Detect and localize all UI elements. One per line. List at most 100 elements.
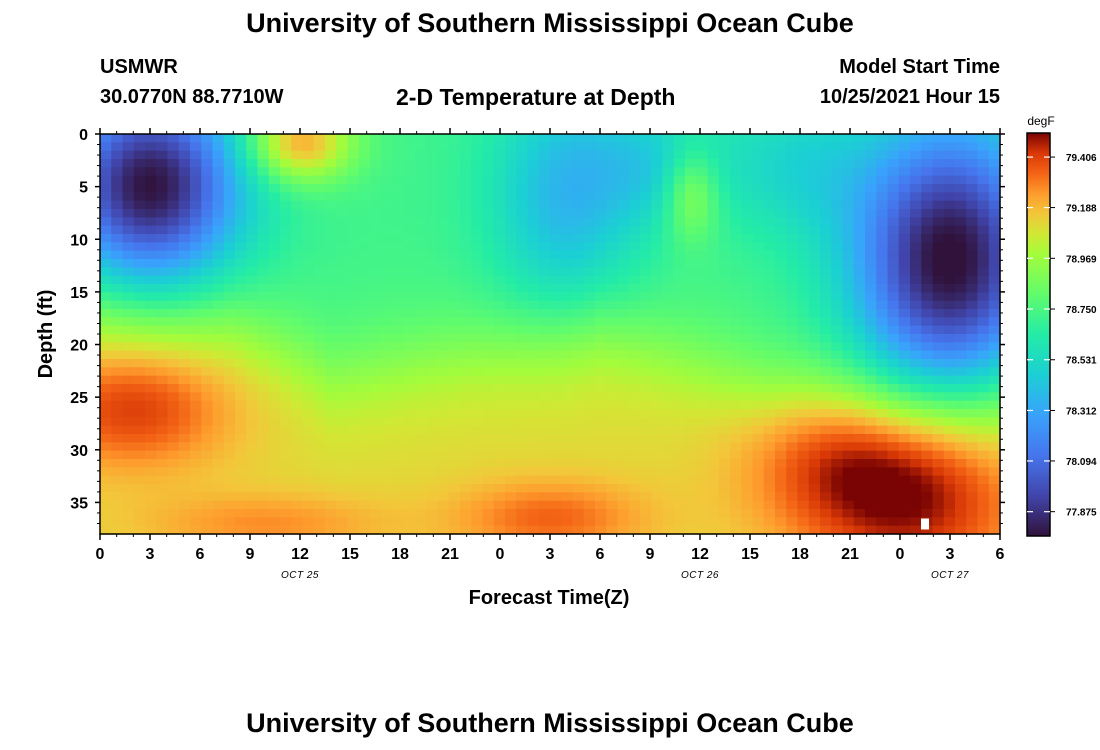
heatmap-cell (527, 442, 540, 452)
heatmap-cell (606, 509, 619, 518)
heatmap-cell (448, 484, 461, 493)
heatmap-cell (426, 367, 439, 377)
heatmap-cell (955, 325, 967, 335)
heatmap-cell (763, 209, 776, 218)
heatmap-cell (775, 384, 787, 393)
heatmap-cell (820, 492, 832, 502)
heatmap-cell (133, 317, 146, 327)
heatmap-cell (392, 450, 405, 460)
heatmap-cell (505, 525, 517, 535)
heatmap-cell (887, 234, 900, 243)
heatmap-cell (786, 334, 799, 343)
heatmap-cell (246, 217, 259, 227)
heatmap-cell (887, 525, 900, 535)
heatmap-cell (786, 250, 799, 260)
heatmap-cell (910, 250, 922, 260)
heatmap-cell (493, 450, 506, 460)
heatmap-cell (730, 184, 742, 193)
heatmap-cell (988, 425, 1001, 435)
heatmap-cell (752, 134, 765, 143)
heatmap-cell (302, 192, 315, 202)
heatmap-cell (898, 242, 911, 252)
heatmap-cell (133, 434, 146, 443)
heatmap-cell (887, 259, 900, 268)
heatmap-cell (460, 509, 472, 518)
heatmap-cell (516, 467, 529, 477)
heatmap-cell (235, 200, 247, 210)
heatmap-cell (943, 342, 956, 352)
heatmap-cell (392, 434, 405, 443)
heatmap-cell (370, 317, 382, 327)
heatmap-cell (156, 209, 169, 218)
heatmap-cell (797, 509, 810, 518)
heatmap-cell (741, 267, 754, 277)
heatmap-cell (673, 450, 686, 460)
station-id: USMWR (100, 56, 178, 78)
heatmap-cell (662, 342, 675, 352)
heatmap-cell (955, 292, 967, 302)
heatmap-cell (786, 392, 799, 402)
heatmap-cell (752, 517, 765, 527)
heatmap-cell (212, 400, 225, 410)
heatmap-cell (437, 159, 450, 168)
heatmap-cell (482, 342, 495, 352)
heatmap-cell (606, 450, 619, 460)
heatmap-cell (212, 200, 225, 210)
heatmap-cell (347, 159, 360, 168)
heatmap-cell (606, 259, 619, 268)
heatmap-cell (561, 284, 574, 293)
heatmap-cell (640, 317, 652, 327)
heatmap-cell (932, 300, 945, 310)
heatmap-cell (178, 259, 191, 268)
heatmap-cell (628, 384, 641, 393)
heatmap-cell (820, 275, 832, 285)
heatmap-cell (662, 459, 675, 468)
heatmap-cell (302, 150, 315, 160)
heatmap-cell (280, 134, 292, 143)
heatmap-cell (145, 300, 157, 310)
heatmap-cell (775, 134, 787, 143)
heatmap-cell (223, 225, 236, 235)
heatmap-cell (246, 200, 259, 210)
heatmap-cell (212, 325, 225, 335)
heatmap-cell (516, 475, 529, 485)
heatmap-cell (887, 325, 900, 335)
heatmap-cell (595, 209, 607, 218)
heatmap-cell (505, 409, 517, 418)
heatmap-cell (167, 484, 180, 493)
heatmap-cell (358, 509, 371, 518)
heatmap-cell (201, 359, 214, 368)
heatmap-cell (347, 492, 360, 502)
heatmap-cell (808, 309, 821, 318)
heatmap-cell (572, 375, 585, 385)
heatmap-cell (302, 409, 315, 418)
heatmap-cell (651, 492, 664, 502)
heatmap-cell (718, 284, 731, 293)
heatmap-cell (178, 500, 191, 510)
heatmap-cell (707, 350, 720, 360)
heatmap-cell (370, 450, 382, 460)
heatmap-cell (921, 375, 934, 385)
heatmap-cell (865, 525, 877, 535)
heatmap-cell (786, 192, 799, 202)
heatmap-cell (763, 359, 776, 368)
heatmap-cell (685, 475, 697, 485)
heatmap-cell (955, 175, 967, 185)
heatmap-cell (606, 484, 619, 493)
heatmap-cell (696, 417, 709, 427)
heatmap-cell (381, 342, 394, 352)
heatmap-cell (246, 459, 259, 468)
heatmap-cell (471, 150, 484, 160)
heatmap-cell (797, 484, 810, 493)
heatmap-cell (381, 409, 394, 418)
heatmap-cell (820, 134, 832, 143)
heatmap-cell (775, 475, 787, 485)
heatmap-cell (201, 175, 214, 185)
heatmap-cell (572, 509, 585, 518)
heatmap-cell (797, 517, 810, 527)
heatmap-cell (808, 292, 821, 302)
heatmap-cell (842, 459, 855, 468)
heatmap-cell (482, 442, 495, 452)
heatmap-cell (696, 200, 709, 210)
heatmap-cell (313, 242, 326, 252)
